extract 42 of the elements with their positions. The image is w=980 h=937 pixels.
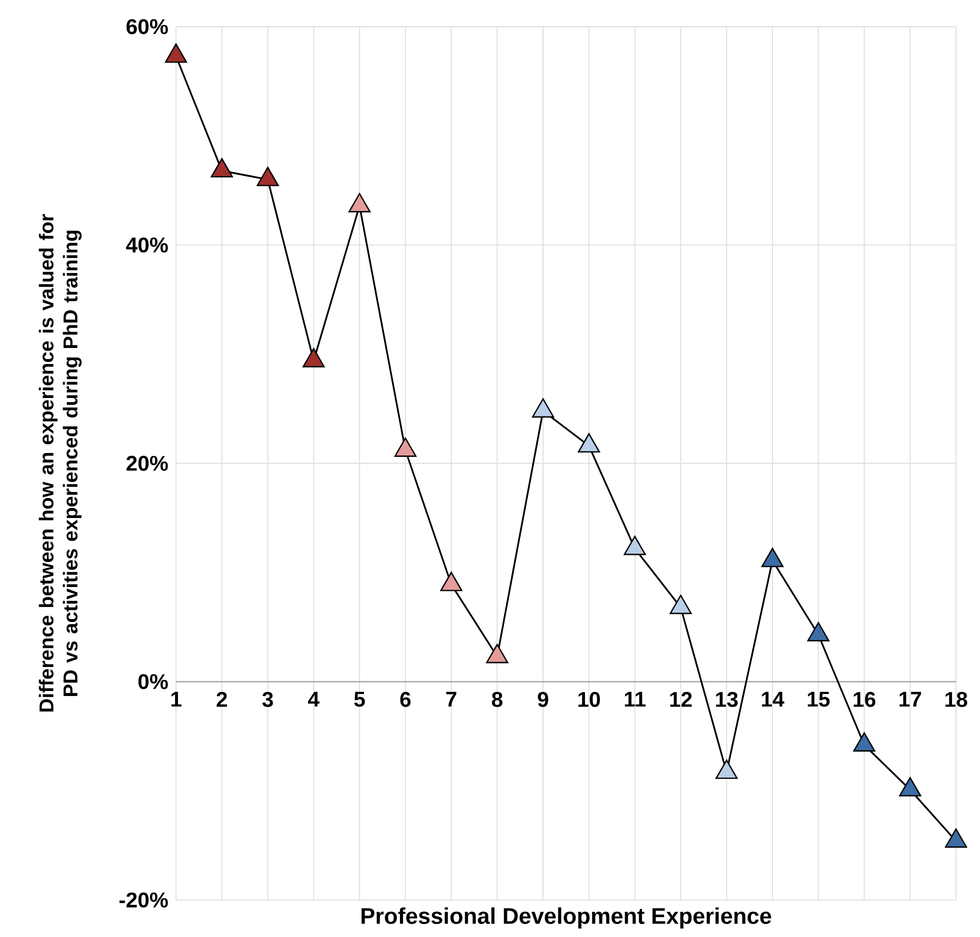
point xyxy=(670,594,692,614)
x-tick-label: 6 xyxy=(400,692,411,707)
point xyxy=(210,158,233,178)
point xyxy=(486,644,508,664)
point xyxy=(761,548,784,567)
x-tick-label: 12 xyxy=(670,692,692,707)
x-tick-label: 3 xyxy=(262,692,273,707)
x-tick-label: 16 xyxy=(854,692,876,707)
x-axis-title: Professional Development Experience xyxy=(362,907,772,928)
point xyxy=(853,732,876,752)
point xyxy=(440,572,462,592)
x-tick-label: 8 xyxy=(492,692,502,707)
y-tick-label: 40% xyxy=(126,237,168,252)
point xyxy=(256,166,279,186)
x-tick-label: 1 xyxy=(171,692,182,706)
x-tick-label: 2 xyxy=(216,692,227,707)
point xyxy=(302,348,325,368)
x-tick-label: 7 xyxy=(446,692,456,706)
x-tick-label: 10 xyxy=(578,692,600,707)
x-tick-label: 5 xyxy=(354,692,365,707)
y-tick-label: -20% xyxy=(119,892,168,908)
x-tick-label: 15 xyxy=(808,692,830,707)
point xyxy=(716,759,738,779)
x-tick-label: 4 xyxy=(308,692,320,706)
point xyxy=(164,43,188,63)
point xyxy=(348,192,371,212)
point xyxy=(624,536,646,555)
y-tick-label: 20% xyxy=(126,456,168,471)
point xyxy=(807,622,830,642)
x-tick-label: 11 xyxy=(624,692,646,706)
y-axis-title: Difference between how an experience is valued for PD vs activities experienced during PhD training xyxy=(38,214,82,712)
point xyxy=(532,398,554,418)
x-tick-label: 13 xyxy=(716,692,738,707)
y-tick-label: 60% xyxy=(126,18,168,34)
x-tick-label: 17 xyxy=(900,692,922,706)
x-tick-label: 9 xyxy=(538,692,548,707)
x-tick-label: 18 xyxy=(945,692,968,707)
point xyxy=(578,433,600,452)
point xyxy=(899,776,922,796)
y-tick-label: 0% xyxy=(138,674,168,690)
x-tick-label: 14 xyxy=(762,692,784,706)
point xyxy=(394,437,416,457)
